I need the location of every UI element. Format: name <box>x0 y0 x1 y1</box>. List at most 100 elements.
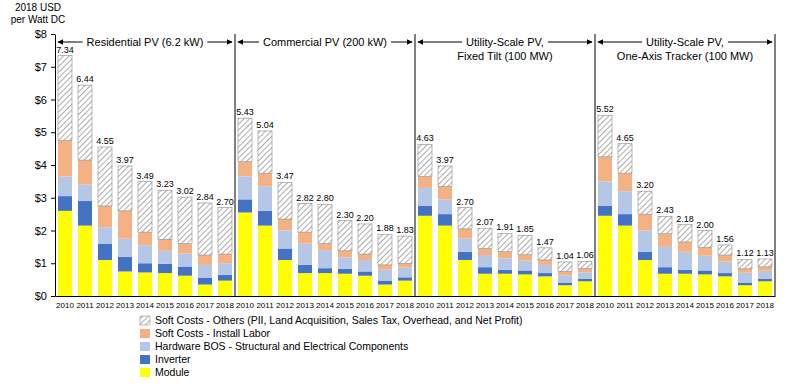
x-tick: 2018 <box>756 296 774 310</box>
data-label: 7.34 <box>56 45 74 55</box>
bar-segment <box>238 162 252 177</box>
x-tick-label: 2017 <box>196 301 214 310</box>
bar-segment <box>558 275 572 282</box>
bar-segment <box>638 231 652 252</box>
x-tick: 2011 <box>616 296 634 310</box>
bar-segment <box>478 255 492 267</box>
data-label: 1.56 <box>716 234 734 244</box>
bar-segment <box>318 244 332 251</box>
bar-segment <box>718 262 732 273</box>
bar-segment <box>398 281 412 296</box>
bar-segment <box>178 253 192 266</box>
x-tick: 2015 <box>516 296 534 310</box>
x-tick: 2015 <box>336 296 354 310</box>
panels: Residential PV (6.2 kW)Commercial PV (20… <box>58 34 775 296</box>
bar-segment <box>598 115 612 157</box>
bar-segment <box>158 251 172 264</box>
data-label: 4.55 <box>96 136 114 146</box>
x-tick-label: 2012 <box>456 301 474 310</box>
bar-segment <box>598 157 612 182</box>
bar-segment <box>758 267 772 271</box>
bar-segment <box>138 272 152 296</box>
bar-segment <box>478 228 492 248</box>
x-tick: 2017 <box>196 296 214 310</box>
bar-segment <box>658 247 672 267</box>
bar-segment <box>578 268 592 272</box>
x-tick-label: 2011 <box>616 301 634 310</box>
bar-segment <box>178 276 192 296</box>
bar-segment <box>618 144 632 173</box>
bar-segment <box>598 181 612 206</box>
x-tick-label: 2012 <box>276 301 294 310</box>
panel-arrow <box>418 42 462 43</box>
bar-segment <box>58 176 72 196</box>
x-tick: 2010 <box>416 296 434 310</box>
bar-segment <box>538 248 552 260</box>
y-tick-label: $4 <box>35 159 47 171</box>
bar-segment <box>438 166 452 186</box>
bar-segment <box>578 261 592 268</box>
bar-segment <box>138 245 152 263</box>
bar-segment <box>458 260 472 296</box>
bar-segment <box>458 239 472 252</box>
y-tick-mark <box>51 132 55 133</box>
bar-segment <box>578 281 592 296</box>
x-tick: 2014 <box>316 296 334 310</box>
bar-segment <box>678 274 692 296</box>
bar-segment <box>358 276 372 296</box>
bar-segment <box>518 255 532 261</box>
bar-segment <box>298 232 312 243</box>
bar-segment <box>338 221 352 251</box>
data-label: 3.02 <box>176 186 194 196</box>
panel-arrow <box>728 42 772 43</box>
data-label: 3.97 <box>436 155 454 165</box>
x-tick-label: 2011 <box>436 301 454 310</box>
bar-segment <box>438 186 452 199</box>
bar-segment <box>658 274 672 296</box>
x-tick-label: 2016 <box>716 301 734 310</box>
bar-segment <box>178 244 192 254</box>
data-label: 5.52 <box>596 104 614 114</box>
data-label: 1.13 <box>756 248 774 258</box>
y-tick-label: $5 <box>35 126 47 138</box>
bar-segment <box>438 214 452 225</box>
x-tick: 2016 <box>356 296 374 310</box>
bar-segment <box>518 270 532 274</box>
bar-segment <box>618 214 632 225</box>
x-tick: 2013 <box>656 296 674 310</box>
bar-segment <box>638 214 652 230</box>
bar-segment <box>418 206 432 216</box>
y-tick: $1 <box>35 257 55 269</box>
panel-title: Utility-Scale PV, <box>466 36 544 48</box>
bar-segment <box>638 260 652 296</box>
bar-segment <box>78 160 92 185</box>
x-tick-label: 2017 <box>376 301 394 310</box>
bar-segment <box>738 259 752 268</box>
bar-segment <box>198 278 212 285</box>
bar-segment <box>278 260 292 296</box>
y-tick: $2 <box>35 225 55 237</box>
bar-segment <box>658 216 672 233</box>
bar-segment <box>498 270 512 274</box>
bar-segment <box>678 225 692 242</box>
bar-segment <box>118 166 132 211</box>
bar-segment <box>338 274 352 296</box>
data-label: 1.88 <box>376 223 394 233</box>
bar-segment <box>138 263 152 272</box>
x-tick: 2014 <box>136 296 154 310</box>
bar-segment <box>138 232 152 245</box>
x-tick: 2013 <box>476 296 494 310</box>
y-tick: $3 <box>35 192 55 204</box>
bar-segment <box>218 254 232 263</box>
data-label: 2.07 <box>476 217 494 227</box>
data-label: 1.47 <box>536 237 554 247</box>
bar-segment <box>418 144 432 176</box>
bar-segment <box>318 250 332 268</box>
data-label: 5.43 <box>236 107 254 117</box>
bar-segment <box>218 281 232 296</box>
bar-segment <box>698 231 712 248</box>
y-tick: $0 <box>35 290 55 302</box>
x-tick-label: 2014 <box>676 301 694 310</box>
bar-segment <box>538 273 552 276</box>
data-label: 1.83 <box>396 225 414 235</box>
